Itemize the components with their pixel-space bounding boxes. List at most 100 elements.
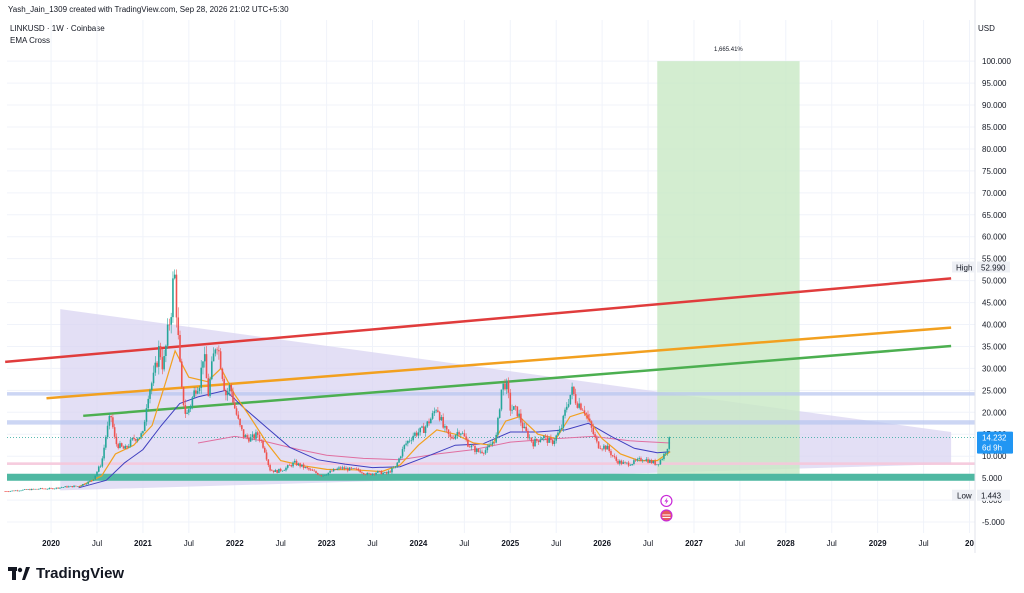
trendline-green xyxy=(83,344,952,418)
candle-body xyxy=(668,437,671,449)
candle-body xyxy=(97,466,100,472)
candle-body xyxy=(534,438,536,447)
candle-body xyxy=(202,361,204,368)
candle-body xyxy=(437,410,439,412)
candle-body xyxy=(172,278,174,318)
candle-body xyxy=(46,488,49,490)
candle-body xyxy=(618,460,621,464)
candle-body xyxy=(120,443,123,447)
high-value: 52.990 xyxy=(981,264,1006,273)
candle-body xyxy=(422,426,425,433)
candle-body xyxy=(286,465,289,468)
candle-body xyxy=(14,490,17,492)
candle-body xyxy=(297,463,300,466)
candle-body xyxy=(613,456,616,458)
candle-body xyxy=(126,445,128,448)
candle-body xyxy=(451,436,453,439)
candle-body xyxy=(421,426,423,428)
candle-body xyxy=(108,415,111,426)
candle-body xyxy=(239,418,241,426)
candle-body xyxy=(44,488,47,490)
candle-body xyxy=(567,404,570,407)
candle-body xyxy=(594,434,596,438)
y-tick-label: 95.000 xyxy=(982,79,1007,88)
candle-body xyxy=(115,436,118,445)
candle-body xyxy=(505,381,508,390)
candle-body xyxy=(255,432,257,439)
symbol-title[interactable]: LINKUSD · 1W · Coinbase xyxy=(10,24,105,33)
candle-body xyxy=(57,487,59,489)
candle-body xyxy=(407,440,409,444)
target-box xyxy=(657,61,800,475)
candle-body xyxy=(458,432,460,435)
candle-body xyxy=(87,481,89,484)
candle-body xyxy=(447,429,450,435)
candle-body xyxy=(138,437,141,439)
candle-body xyxy=(285,467,287,471)
x-tick-label: Jul xyxy=(367,539,377,548)
candle-body xyxy=(338,467,340,469)
candle-body xyxy=(253,434,255,439)
candle-body xyxy=(403,444,406,450)
candle-body xyxy=(633,460,635,464)
candle-body xyxy=(207,378,210,397)
candle-body xyxy=(129,439,132,447)
currency-label[interactable]: USD xyxy=(978,24,995,33)
candle-body xyxy=(502,383,505,390)
candle-body xyxy=(6,491,8,492)
candle-body xyxy=(329,470,331,473)
candle-body xyxy=(110,415,112,418)
candle-body xyxy=(452,438,455,440)
candle-body xyxy=(103,447,105,459)
low-label-bg xyxy=(952,489,976,501)
candle-body xyxy=(525,426,527,431)
candle-body xyxy=(454,435,457,439)
candle-body xyxy=(251,434,254,437)
candle-body xyxy=(332,469,335,472)
candle-body xyxy=(518,413,520,417)
candle-body xyxy=(398,458,400,463)
y-tick-label: 45.000 xyxy=(982,299,1007,308)
candle-body xyxy=(249,436,252,442)
candle-body xyxy=(154,362,157,373)
candle-body xyxy=(195,390,197,394)
candle-body xyxy=(226,391,229,396)
candle-body xyxy=(78,486,81,487)
candle-body xyxy=(463,433,466,437)
candle-body xyxy=(36,488,38,490)
candle-body xyxy=(490,444,492,446)
candle-body xyxy=(149,390,151,399)
candle-body xyxy=(470,445,473,448)
candle-body xyxy=(29,489,31,491)
candle-body xyxy=(495,434,497,443)
candle-body xyxy=(179,334,181,362)
candle-body xyxy=(320,475,323,477)
candle-body xyxy=(71,486,74,488)
candle-body xyxy=(34,488,36,490)
candle-body xyxy=(647,459,649,463)
candle-body xyxy=(324,475,326,476)
candle-body xyxy=(479,451,482,453)
candle-body xyxy=(145,408,148,422)
candle-body xyxy=(89,480,91,482)
candle-body xyxy=(543,436,545,439)
candle-body xyxy=(585,413,588,415)
candle-body xyxy=(62,487,65,488)
candle-body xyxy=(445,426,448,430)
candle-body xyxy=(242,429,245,438)
candle-body xyxy=(209,379,211,397)
candle-body xyxy=(475,448,478,452)
candle-body xyxy=(94,475,97,480)
indicator-legend[interactable]: EMA Cross xyxy=(10,36,51,45)
candle-body xyxy=(500,389,503,410)
candle-body xyxy=(127,446,130,448)
candle-body xyxy=(133,437,135,440)
x-tick-label: Jul xyxy=(918,539,928,548)
candle-body xyxy=(415,432,418,436)
candle-body xyxy=(336,468,339,470)
candle-body xyxy=(262,440,264,448)
candle-body xyxy=(27,489,29,490)
x-tick-label: Jul xyxy=(551,539,561,548)
candle-body xyxy=(60,487,63,488)
